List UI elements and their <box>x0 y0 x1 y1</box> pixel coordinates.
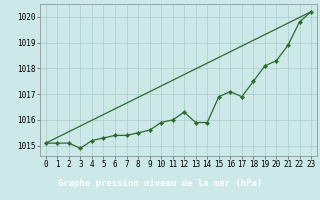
Text: Graphe pression niveau de la mer (hPa): Graphe pression niveau de la mer (hPa) <box>58 180 262 188</box>
